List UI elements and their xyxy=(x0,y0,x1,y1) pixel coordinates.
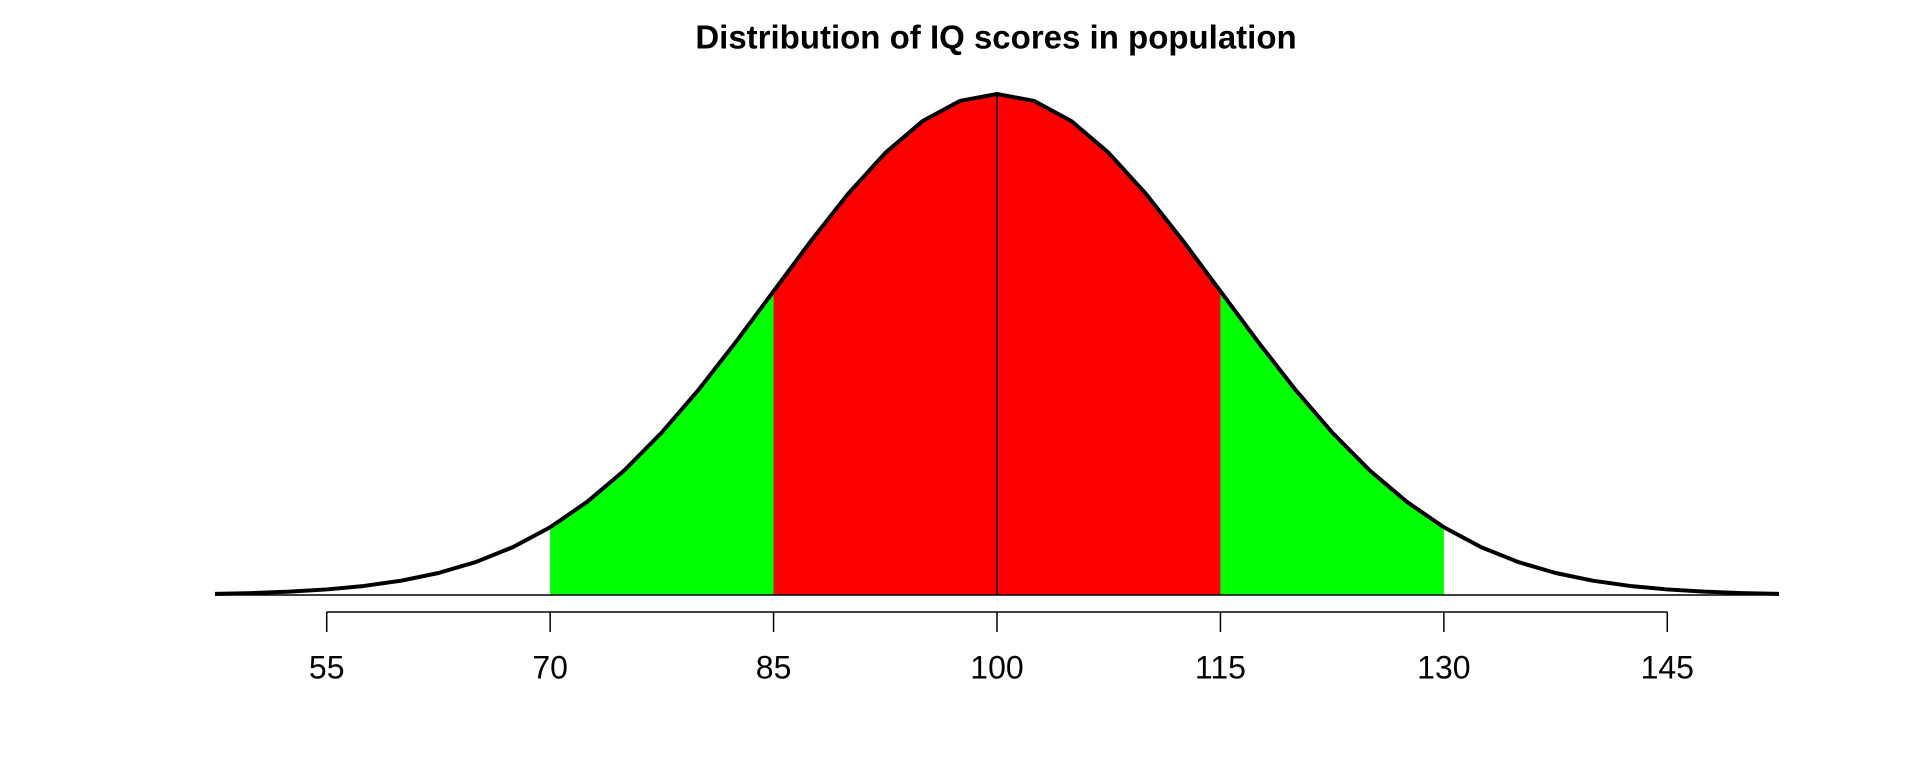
x-tick-label: 55 xyxy=(309,649,345,685)
chart-title: Distribution of IQ scores in population xyxy=(695,19,1296,56)
x-tick-label: 145 xyxy=(1641,649,1694,685)
x-tick-label: 85 xyxy=(756,649,792,685)
x-tick-label: 115 xyxy=(1195,649,1246,685)
x-tick-label: 130 xyxy=(1417,649,1470,685)
x-tick-label: 100 xyxy=(970,649,1023,685)
density-curve xyxy=(214,92,1780,596)
x-tick-label: 70 xyxy=(532,649,568,685)
